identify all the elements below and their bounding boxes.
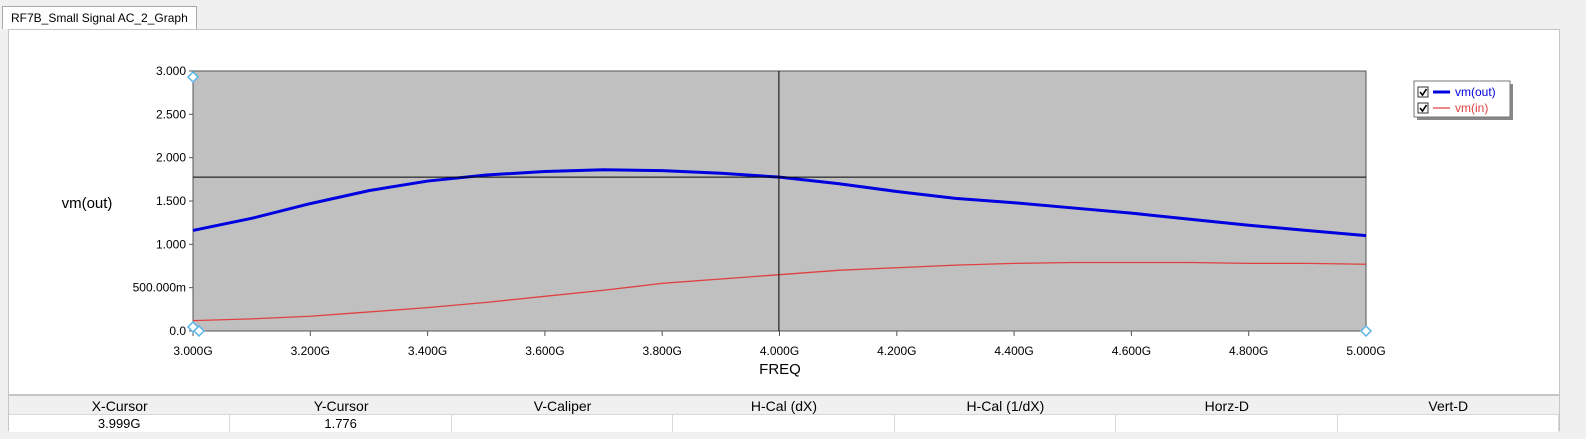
- x-tick-label: 4.600G: [1112, 344, 1151, 358]
- y-tick-label: 2.000: [156, 151, 186, 165]
- y-tick-label: 1.000: [156, 237, 186, 251]
- cursor-table-value-cell[interactable]: [1116, 415, 1338, 432]
- legend-box: [1413, 80, 1511, 118]
- cursor-table-value-cell[interactable]: [895, 415, 1117, 432]
- cursor-layer: [186, 70, 1373, 338]
- cursor-table-header-cell: V-Caliper: [533, 398, 592, 414]
- legend-label-vm-in: vm(in): [1455, 101, 1488, 115]
- y-tick-label: 3.000: [156, 64, 186, 78]
- y-tick-label: 1.500: [156, 194, 186, 208]
- cursor-table-header-cell: H-Cal (dX): [750, 398, 818, 414]
- legend-checkbox-vm-in[interactable]: [1417, 102, 1429, 114]
- y-axis-ticks: 0.0 500.000m 1.000 1.500 2.000 2.500 3.000: [133, 64, 193, 338]
- cursor-table-value-cell[interactable]: [452, 415, 674, 432]
- x-tick-label: 4.400G: [994, 344, 1033, 358]
- y-tick-label: 0.0: [169, 324, 186, 338]
- cursor-table-header-cell: Horz-D: [1204, 398, 1249, 414]
- legend-checkbox-vm-out[interactable]: [1417, 86, 1429, 98]
- plot-area[interactable]: [192, 70, 1367, 332]
- cursor-table-header-cell: Y-Cursor: [313, 398, 369, 414]
- x-tick-label: 4.000G: [760, 344, 799, 358]
- x-min-handle-icon[interactable]: [192, 324, 206, 338]
- y-tick-label: 500.000m: [133, 281, 186, 295]
- tab-graph[interactable]: RF7B_Small Signal AC_2_Graph: [2, 6, 197, 29]
- cursor-table-value-cell[interactable]: [673, 415, 895, 432]
- cursor-table-header: X-Cursor Y-Cursor V-Caliper H-Cal (dX) H-Cal…: [9, 396, 1559, 414]
- x-tick-label: 3.600G: [525, 344, 564, 358]
- x-tick-label: 5.000G: [1346, 344, 1385, 358]
- y-axis-label: vm(out): [62, 195, 113, 212]
- tab-bar: RF7B_Small Signal AC_2_Graph: [0, 0, 1586, 30]
- checkmark-icon: [1419, 104, 1428, 113]
- graph-panel: vm(out) FREQ 0.0 500.000m 1.000 1.500 2.000 2…: [8, 29, 1560, 395]
- x-tick-label: 3.800G: [643, 344, 682, 358]
- legend-label-vm-out: vm(out): [1455, 85, 1496, 99]
- x-tick-label: 3.000G: [173, 344, 212, 358]
- cursor-table-header-cell: Vert-D: [1428, 398, 1469, 414]
- cursor-table-value-cell[interactable]: [1338, 415, 1559, 432]
- checkmark-icon: [1419, 88, 1428, 97]
- y-tick-label: 2.500: [156, 107, 186, 121]
- cursor-table-value-cell[interactable]: 1.776: [230, 415, 452, 432]
- cursor-table-value-cell[interactable]: 3.999G: [9, 415, 231, 432]
- x-tick-label: 3.400G: [408, 344, 447, 358]
- y-max-handle-icon[interactable]: [186, 70, 200, 84]
- cursor-table-header-cell: H-Cal (1/dX): [966, 398, 1045, 414]
- x-tick-label: 4.200G: [877, 344, 916, 358]
- cursor-table-values: 3.999G 1.776: [9, 414, 1559, 432]
- x-max-handle-icon[interactable]: [1359, 324, 1373, 338]
- x-tick-label: 4.800G: [1229, 344, 1268, 358]
- x-axis-label: FREQ: [759, 361, 801, 378]
- x-tick-label: 3.200G: [291, 344, 330, 358]
- cursor-table: X-Cursor Y-Cursor V-Caliper H-Cal (dX) H-Cal…: [8, 395, 1560, 432]
- x-axis-ticks: 3.000G 3.200G 3.400G 3.600G 3.800G 4.000G 4.20…: [173, 331, 1386, 358]
- series-line-vm-in[interactable]: [192, 261, 1367, 322]
- graph-canvas[interactable]: vm(out) FREQ 0.0 500.000m 1.000 1.500 2.000 2…: [9, 30, 1559, 394]
- cursor-table-header-cell: X-Cursor: [91, 398, 148, 414]
- legend: vm(out) vm(in): [1413, 80, 1513, 120]
